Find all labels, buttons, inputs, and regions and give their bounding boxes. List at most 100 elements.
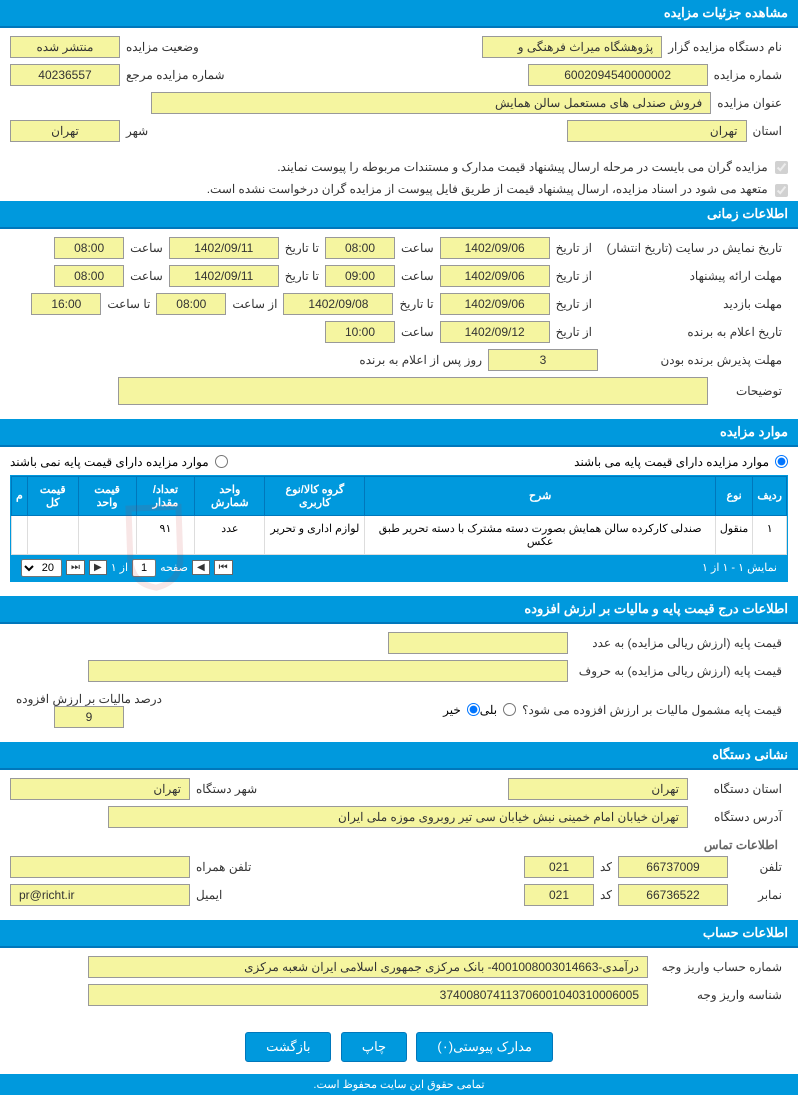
contact-header: اطلاعات تماس bbox=[10, 834, 788, 856]
status-value: منتشر شده bbox=[10, 36, 120, 58]
to-label-2: تا تاریخ bbox=[279, 269, 325, 283]
auction-no-label: شماره مزایده bbox=[708, 68, 788, 82]
accept-days: 3 bbox=[488, 349, 598, 371]
table-header: قیمت واحد bbox=[78, 476, 136, 515]
attachments-button[interactable]: مدارک پیوستی(۰) bbox=[416, 1032, 553, 1062]
offer-from-date: 1402/09/06 bbox=[440, 265, 550, 287]
radio-vat-yes[interactable]: بلی bbox=[480, 703, 516, 717]
section-header-price: اطلاعات درج قیمت پایه و مالیات بر ارزش ا… bbox=[0, 596, 798, 624]
code-label-2: کد bbox=[594, 888, 618, 902]
province-label: استان bbox=[747, 124, 788, 138]
display-to-time: 08:00 bbox=[54, 237, 124, 259]
notes-label: توضیحات bbox=[708, 384, 788, 398]
print-button[interactable]: چاپ bbox=[341, 1032, 407, 1062]
visit-to-time: 16:00 bbox=[31, 293, 101, 315]
page-input[interactable] bbox=[132, 559, 156, 577]
org-province-value: تهران bbox=[508, 778, 688, 800]
to-label-3: تا تاریخ bbox=[393, 297, 439, 311]
ref-no-label: شماره مزایده مرجع bbox=[120, 68, 231, 82]
table-cell: لوازم اداری و تحریر bbox=[265, 515, 365, 554]
pager-last[interactable]: ⏭ bbox=[66, 560, 85, 575]
table-header: ردیف bbox=[753, 476, 787, 515]
offer-to-time: 08:00 bbox=[54, 265, 124, 287]
page-size-select[interactable]: 20 bbox=[21, 559, 62, 577]
status-label: وضعیت مزایده bbox=[120, 40, 205, 54]
org-address-label: آدرس دستگاه bbox=[688, 810, 788, 824]
pager-info: نمایش ۱ - ۱ از ۱ bbox=[702, 561, 777, 574]
hour-label-1: ساعت bbox=[395, 241, 440, 255]
table-cell: منقول bbox=[715, 515, 752, 554]
yes-label: بلی bbox=[480, 703, 497, 717]
items-table: ردیفنوعشرحگروه کالا/نوع کاربریواحد شمارش… bbox=[11, 476, 787, 555]
of-label: از ۱ bbox=[111, 561, 128, 574]
hour-label-5: ساعت bbox=[395, 325, 440, 339]
radio-no-base[interactable]: موارد مزایده دارای قیمت پایه نمی باشند bbox=[10, 455, 228, 469]
check2-text: متعهد می شود در اسناد مزایده، ارسال پیشن… bbox=[207, 182, 768, 196]
has-base-label: موارد مزایده دارای قیمت پایه می باشند bbox=[574, 455, 769, 469]
details-body: نام دستگاه مزایده گزار پژوهشگاه میراث فر… bbox=[0, 28, 798, 156]
province-value: تهران bbox=[567, 120, 747, 142]
email-label: ایمیل bbox=[190, 888, 228, 902]
org-label: نام دستگاه مزایده گزار bbox=[662, 40, 788, 54]
hour-label-4: ساعت bbox=[124, 269, 169, 283]
footer: تمامی حقوق این سایت محفوظ است. bbox=[0, 1074, 798, 1095]
radio-has-base-input[interactable] bbox=[775, 455, 788, 468]
base-text-value bbox=[88, 660, 568, 682]
timing-body: تاریخ نمایش در سایت (تاریخ انتشار) از تا… bbox=[0, 229, 798, 419]
vat-yes-input[interactable] bbox=[503, 703, 516, 716]
no-base-label: موارد مزایده دارای قیمت پایه نمی باشند bbox=[10, 455, 209, 469]
from-label-3: از تاریخ bbox=[550, 297, 598, 311]
email-value: pr@richt.ir bbox=[10, 884, 190, 906]
base-num-label: قیمت پایه (ارزش ریالی مزایده) به عدد bbox=[568, 636, 788, 650]
from-label-4: از تاریخ bbox=[550, 325, 598, 339]
pager-prev[interactable]: ◀ bbox=[192, 560, 210, 575]
vat-no-input[interactable] bbox=[467, 703, 480, 716]
org-body: استان دستگاه تهران شهر دستگاه تهران آدرس… bbox=[0, 770, 798, 920]
phone-code: 021 bbox=[524, 856, 594, 878]
checkbox-row-2: متعهد می شود در اسناد مزایده، ارسال پیشن… bbox=[0, 178, 798, 200]
acc-label: شماره حساب واریز وجه bbox=[648, 960, 788, 974]
button-bar: مدارک پیوستی(۰) چاپ بازگشت bbox=[0, 1020, 798, 1074]
table-cell: ۹۱ bbox=[136, 515, 195, 554]
winner-date: 1402/09/12 bbox=[440, 321, 550, 343]
section-header-details: مشاهده جزئیات مزایده bbox=[0, 0, 798, 28]
auction-no-value: 6002094540000002 bbox=[528, 64, 708, 86]
visit-from-date: 1402/09/06 bbox=[440, 293, 550, 315]
items-table-wrap: ردیفنوعشرحگروه کالا/نوع کاربریواحد شمارش… bbox=[10, 475, 788, 582]
radio-has-base[interactable]: موارد مزایده دارای قیمت پایه می باشند bbox=[574, 455, 788, 469]
org-address-value: تهران خیابان امام خمینی نبش خیابان سی تی… bbox=[108, 806, 688, 828]
visit-label: مهلت بازدید bbox=[598, 297, 788, 311]
display-to-date: 1402/09/11 bbox=[169, 237, 279, 259]
account-body: شماره حساب واریز وجه درآمدی-400100800301… bbox=[0, 948, 798, 1020]
radio-no-base-input[interactable] bbox=[215, 455, 228, 468]
id-value: 374008074113706001040310006005 bbox=[88, 984, 648, 1006]
checkbox-row-1: مزایده گران می بایست در مرحله ارسال پیشن… bbox=[0, 156, 798, 178]
fax-label: نمابر bbox=[728, 888, 788, 902]
city-label: شهر bbox=[120, 124, 154, 138]
no-label: خیر bbox=[443, 703, 461, 717]
table-cell bbox=[78, 515, 136, 554]
table-header: تعداد/مقدار bbox=[136, 476, 195, 515]
title-label: عنوان مزایده bbox=[711, 96, 788, 110]
table-header: قیمت کل bbox=[27, 476, 78, 515]
pager-next[interactable]: ▶ bbox=[89, 560, 107, 575]
radio-vat-no[interactable]: خیر bbox=[443, 703, 480, 717]
table-cell bbox=[12, 515, 28, 554]
mobile-value bbox=[10, 856, 190, 878]
table-row: ۱منقولصندلی کارکرده سالن همایش بصورت دست… bbox=[12, 515, 787, 554]
accept-label: مهلت پذیرش برنده بودن bbox=[598, 353, 788, 367]
to-label-1: تا تاریخ bbox=[279, 241, 325, 255]
pager-first[interactable]: ⏮ bbox=[214, 560, 233, 575]
city-value: تهران bbox=[10, 120, 120, 142]
from-label-1: از تاریخ bbox=[550, 241, 598, 255]
hour-label-2: ساعت bbox=[124, 241, 169, 255]
accept-suffix: روز پس از اعلام به برنده bbox=[353, 353, 488, 367]
vat-pct-label: درصد مالیات بر ارزش افزوده bbox=[10, 692, 168, 706]
hour-label-3: ساعت bbox=[395, 269, 440, 283]
notes-value bbox=[118, 377, 708, 405]
base-text-label: قیمت پایه (ارزش ریالی مزایده) به حروف bbox=[568, 664, 788, 678]
phone-value: 66737009 bbox=[618, 856, 728, 878]
from-label-2: از تاریخ bbox=[550, 269, 598, 283]
back-button[interactable]: بازگشت bbox=[245, 1032, 331, 1062]
table-header: گروه کالا/نوع کاربری bbox=[265, 476, 365, 515]
